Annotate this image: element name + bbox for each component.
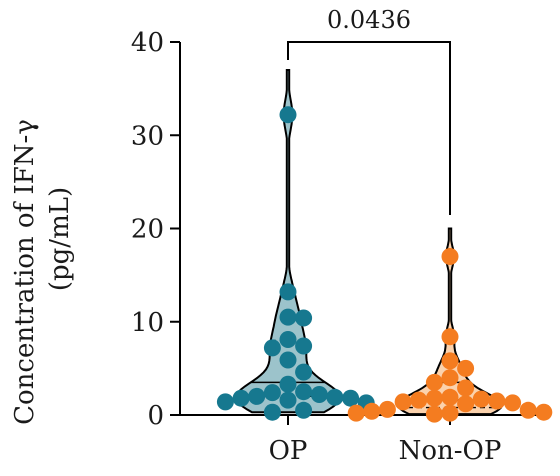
data-point (263, 403, 281, 421)
data-point (441, 352, 459, 370)
data-point (248, 387, 266, 405)
data-point (535, 403, 553, 421)
data-point (441, 404, 459, 422)
data-point (279, 391, 297, 409)
y-ticks: 0 10 20 30 40 (131, 28, 180, 431)
data-point (441, 248, 459, 265)
violin-body (396, 227, 504, 416)
data-point (394, 393, 412, 411)
data-points (216, 106, 553, 423)
x-tick-label: Non-OP (399, 436, 502, 466)
data-point (457, 395, 475, 413)
data-point (441, 369, 459, 387)
data-point (279, 375, 297, 393)
y-tick-label: 0 (147, 401, 164, 431)
y-tick-label: 10 (131, 308, 164, 338)
y-axis-title-line2: (pg/mL) (45, 187, 75, 291)
data-point (519, 401, 537, 419)
data-point (295, 337, 313, 355)
data-point (363, 402, 381, 420)
data-point (216, 393, 234, 411)
y-tick-label: 20 (131, 215, 164, 245)
data-point (504, 394, 522, 412)
data-point (310, 386, 328, 403)
x-ticks: OP Non-OP (269, 415, 502, 466)
data-point (441, 388, 459, 406)
data-point (488, 392, 506, 410)
data-point (295, 309, 313, 327)
data-point (279, 331, 297, 348)
y-tick-label: 40 (131, 28, 164, 58)
data-point (342, 389, 360, 407)
y-tick-label: 30 (131, 121, 164, 151)
data-point (425, 389, 443, 407)
data-point (263, 339, 281, 357)
p-value-label: 0.0436 (327, 6, 411, 34)
significance-annotation: 0.0436 (287, 6, 451, 215)
y-axis-title: Concentration of IFN-γ (pg/mL) (10, 119, 75, 425)
data-point (347, 404, 365, 422)
data-point (410, 391, 428, 409)
data-point (295, 401, 313, 419)
y-axis-title-line1: Concentration of IFN-γ (10, 119, 40, 425)
data-point (457, 379, 475, 397)
data-point (279, 308, 297, 326)
violin-body (234, 68, 342, 414)
x-tick-label: OP (269, 436, 308, 466)
data-point (441, 328, 459, 346)
data-point (378, 400, 396, 418)
data-point (425, 373, 443, 391)
data-point (457, 359, 475, 377)
data-point (279, 351, 297, 369)
data-point (295, 383, 313, 401)
data-point (425, 405, 443, 423)
data-point (472, 390, 490, 408)
significance-bracket (287, 41, 451, 215)
data-point (232, 389, 250, 407)
plot-axes (179, 42, 545, 416)
data-point (279, 283, 297, 301)
data-point (295, 363, 313, 381)
data-point (326, 388, 344, 406)
data-point (263, 384, 281, 402)
data-point (279, 106, 297, 124)
